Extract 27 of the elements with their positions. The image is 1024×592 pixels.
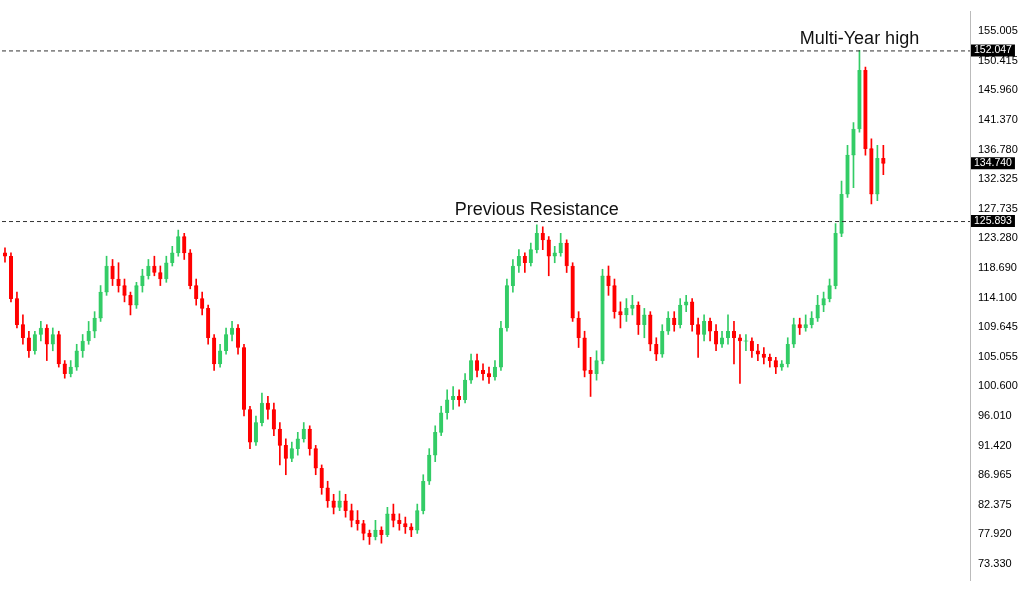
candlestick: [457, 389, 462, 407]
y-tick-label: 73.330: [978, 556, 1012, 569]
y-tick-label: 86.965: [978, 467, 1012, 480]
y-tick-label: 127.735: [978, 202, 1018, 215]
y-tick-label: 77.920: [978, 526, 1012, 539]
y-tick-label: 132.325: [978, 172, 1018, 185]
y-tick-label: 118.690: [978, 261, 1017, 274]
y-tick-label: 100.600: [978, 379, 1018, 392]
y-tick-label: 105.055: [978, 349, 1018, 362]
y-tick-label: 141.370: [978, 113, 1018, 126]
y-tick-label: 145.960: [978, 83, 1018, 96]
candlestick: [731, 321, 736, 365]
y-tick-label: 123.280: [978, 231, 1018, 244]
candlestick: [726, 314, 730, 345]
y-tick-label: 150.415: [978, 54, 1018, 67]
y-tick-label: 82.375: [978, 497, 1012, 510]
y-tick-label: 114.100: [978, 290, 1017, 303]
y-tick-label: 91.420: [978, 438, 1012, 451]
text: 125.893: [974, 213, 1013, 226]
text: 152.047: [974, 43, 1013, 56]
y-tick-label: 96.010: [978, 408, 1012, 421]
y-tick-label: 109.645: [978, 320, 1018, 333]
text: 134.740: [974, 156, 1013, 169]
ref-line-label: Multi-Year high: [799, 28, 920, 49]
ref-line-label: Previous Resistance: [454, 199, 619, 219]
y-tick-label: 155.005: [978, 24, 1018, 37]
y-tick-label: 136.780: [978, 143, 1018, 156]
